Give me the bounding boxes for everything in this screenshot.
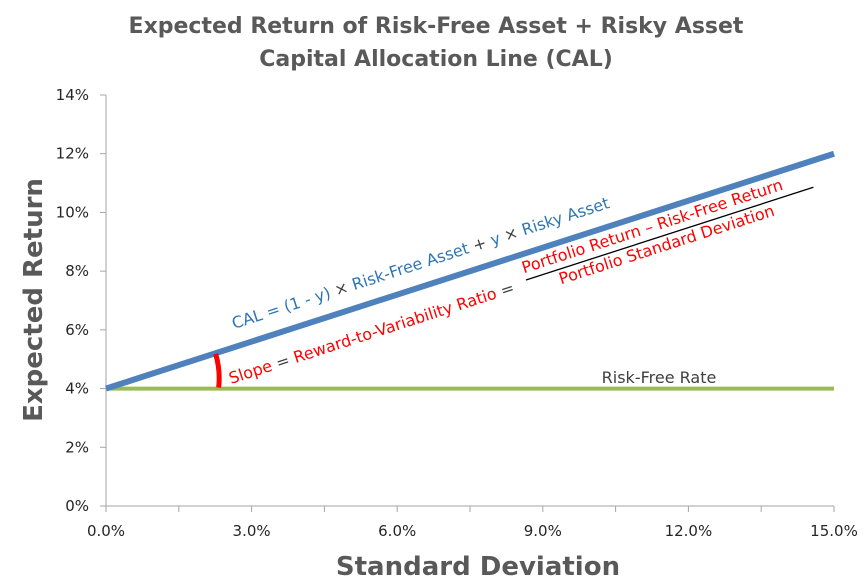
y-tick-label: 14% xyxy=(56,86,89,104)
x-tick-label: 6.0% xyxy=(378,522,416,540)
y-tick-label: 10% xyxy=(56,203,89,221)
x-tick-label: 12.0% xyxy=(665,522,713,540)
annotations-layer: CAL = (1 - y) × Risk-Free Asset + y × Ri… xyxy=(213,175,814,388)
x-axis-title: Standard Deviation xyxy=(336,552,620,582)
y-tick-label: 12% xyxy=(56,145,89,163)
slope-fraction: Portfolio Return – Risk-Free ReturnPortf… xyxy=(519,175,814,288)
cal-equation-part: + xyxy=(470,233,489,255)
x-tick-label: 3.0% xyxy=(233,522,271,540)
cal-equation-part: × xyxy=(502,223,521,245)
series-line-cal xyxy=(105,150,835,392)
y-axis-title: Expected Return xyxy=(19,178,49,422)
risk-free-rate-label: Risk-Free Rate xyxy=(602,368,717,387)
cal-equation-part: CAL = (1 - y) xyxy=(229,282,337,333)
cal-equation-part: × xyxy=(332,278,351,300)
y-tick-label: 8% xyxy=(65,262,89,280)
slope-angle-arc xyxy=(213,353,222,388)
x-tick-label: 15.0% xyxy=(810,522,858,540)
y-tick-label: 2% xyxy=(65,438,89,456)
axes: 0% 2% 4% 6% 8% 10% 12% 14% 0.0% 3.0% 6.0% 9.0% 12.0%… xyxy=(56,86,858,540)
x-tick-label: 9.0% xyxy=(524,522,562,540)
fraction-bar xyxy=(525,186,814,281)
chart-title: Expected Return of Risk-Free Asset + Ris… xyxy=(129,14,744,39)
slope-label-part: = xyxy=(493,278,516,302)
slope-label-part: Slope xyxy=(226,356,274,388)
chart-subtitle: Capital Allocation Line (CAL) xyxy=(259,47,613,72)
cal-equation-part: Risk-Free Asset xyxy=(345,237,476,296)
y-tick-label: 0% xyxy=(65,497,89,515)
y-tick-label: 4% xyxy=(65,380,89,398)
x-tick-label: 0.0% xyxy=(87,522,125,540)
y-tick-label: 6% xyxy=(65,321,89,339)
series-layer xyxy=(105,150,835,392)
